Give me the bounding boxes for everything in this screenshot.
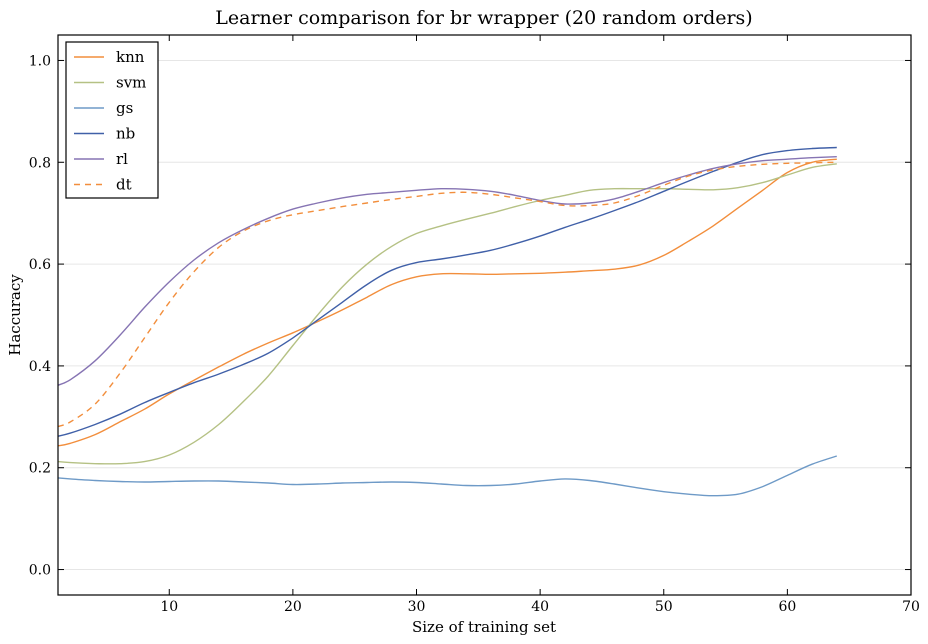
chart-title: Learner comparison for br wrapper (20 ra… <box>215 7 752 29</box>
x-tick-label: 70 <box>902 599 920 615</box>
y-tick-label: 0.8 <box>29 155 51 171</box>
x-tick-label: 40 <box>531 599 549 615</box>
y-tick-label: 0.4 <box>29 359 51 375</box>
series-line-nb <box>57 146 837 437</box>
x-tick-label: 50 <box>655 599 673 615</box>
y-tick-label: 0.2 <box>29 461 51 477</box>
x-tick-label: 60 <box>778 599 796 615</box>
gridlines <box>58 59 911 571</box>
y-tick-label: 0.6 <box>29 257 51 273</box>
series-line-knn <box>57 158 837 447</box>
x-axis-label: Size of training set <box>412 618 556 636</box>
legend: knn svm gs nb rl dt <box>65 41 159 199</box>
y-tick-label: 0.0 <box>29 563 51 579</box>
y-axis-label: Haccuracy <box>6 274 24 356</box>
legend-label-svm: svm <box>116 74 146 92</box>
x-tick-label: 10 <box>160 599 178 615</box>
series-line-rl <box>57 156 837 386</box>
plot-lines <box>57 146 838 497</box>
legend-label-knn: knn <box>116 48 145 66</box>
legend-label-nb: nb <box>116 125 135 143</box>
series-line-svm <box>57 163 837 465</box>
x-tick-label: 30 <box>408 599 426 615</box>
plot-frame <box>57 34 912 596</box>
legend-label-gs: gs <box>116 99 133 117</box>
legend-label-dt: dt <box>116 176 132 194</box>
axis-ticks: 0.0 0.2 0.4 0.6 0.8 1.0 10 20 30 40 50 60 70 <box>29 35 920 615</box>
series-line-gs <box>57 455 838 497</box>
legend-label-rl: rl <box>116 150 128 168</box>
series-line-dt <box>57 161 837 428</box>
x-tick-label: 20 <box>284 599 302 615</box>
y-tick-label: 1.0 <box>29 53 51 69</box>
legend-box <box>65 41 159 199</box>
